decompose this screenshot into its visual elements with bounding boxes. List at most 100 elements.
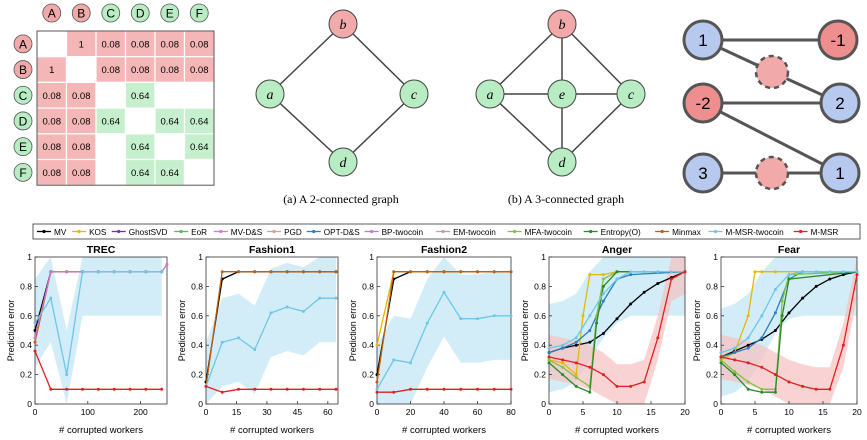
y-tick-label: 0.8: [534, 281, 546, 291]
data-point: [773, 311, 777, 315]
legend-label: EoR: [191, 228, 207, 237]
matrix-border: [36, 30, 215, 186]
y-tick-label: 0.4: [534, 340, 546, 350]
data-point: [476, 270, 479, 274]
data-point: [442, 387, 446, 391]
data-point: [547, 361, 551, 365]
legend-label: BP-twocoin: [382, 228, 424, 237]
row-header-label: C: [19, 89, 28, 103]
data-point: [160, 387, 164, 391]
x-tick-label: 15: [646, 407, 656, 417]
data-point: [801, 384, 805, 388]
data-point: [425, 270, 429, 274]
data-point: [746, 343, 750, 347]
y-axis-label: Prediction error: [348, 300, 358, 362]
x-tick-label: 100: [81, 407, 95, 417]
data-point: [746, 314, 750, 318]
data-point: [96, 270, 100, 274]
confidence-band: [206, 257, 336, 404]
y-tick-label: 0.4: [706, 340, 718, 350]
data-point: [629, 270, 633, 274]
matrix-cell: [95, 133, 127, 161]
data-point: [855, 273, 859, 277]
data-point: [409, 361, 412, 365]
data-point: [253, 387, 257, 391]
x-axis-label: # corrupted workers: [575, 425, 659, 436]
legend-label: M-MSR: [811, 228, 839, 237]
data-point: [719, 358, 723, 362]
data-point: [760, 314, 764, 318]
data-point: [629, 384, 633, 388]
legend-marker: [660, 229, 664, 234]
data-point: [318, 270, 322, 274]
legend-label: MV: [54, 228, 67, 237]
y-tick-label: 0.4: [362, 340, 374, 350]
matrix-cell-value: 1: [79, 39, 84, 50]
matrix-cell: [183, 133, 215, 161]
data-point: [601, 373, 605, 377]
data-point: [841, 270, 845, 274]
data-point: [236, 336, 240, 340]
y-tick-label: 0.2: [20, 370, 32, 380]
confidence-band: [549, 257, 685, 404]
data-point: [128, 387, 132, 391]
node-pos-1b: [819, 152, 861, 194]
y-tick-label: 1: [369, 252, 374, 262]
matrix-cell-value: 0.08: [190, 65, 209, 76]
matrix-cell-value: 0.08: [190, 39, 209, 50]
data-point: [669, 277, 673, 281]
y-tick-label: 0: [369, 399, 374, 409]
data-point: [409, 270, 412, 274]
node-label: d: [340, 156, 348, 171]
data-point: [773, 390, 777, 394]
y-tick-label: 0.6: [362, 311, 374, 321]
legend-label: EM-twocoin: [453, 228, 496, 237]
matrix-cell: [183, 81, 215, 109]
data-point: [753, 270, 757, 274]
data-point: [719, 355, 723, 359]
data-point: [642, 290, 646, 294]
matrix-cell-value: 0.64: [190, 116, 209, 127]
data-point: [561, 361, 565, 365]
node-label: a: [487, 88, 494, 103]
legend-label: KOS: [89, 228, 107, 237]
confidence-band: [721, 257, 857, 404]
data-point: [49, 387, 53, 391]
y-tick-label: 0: [713, 399, 718, 409]
matrix-cell-value: 0.08: [161, 65, 180, 76]
matrix-cell-value: 0.08: [43, 91, 62, 102]
data-point: [220, 340, 224, 344]
node-label: 3: [698, 164, 707, 183]
data-point: [588, 340, 592, 344]
x-tick-label: 0: [547, 407, 552, 417]
data-point: [33, 329, 37, 332]
data-point: [144, 270, 148, 274]
data-point: [318, 296, 322, 300]
data-point: [253, 270, 257, 274]
legend-marker: [312, 229, 316, 234]
data-point: [814, 270, 818, 274]
col-header-label: D: [136, 7, 145, 21]
row-header-circle: [13, 85, 33, 105]
data-point: [442, 270, 446, 274]
row-header-label: A: [19, 37, 27, 51]
data-point: [642, 270, 646, 274]
y-axis-label: Prediction error: [692, 300, 702, 362]
data-point: [574, 336, 578, 340]
node-label: 1: [698, 31, 707, 50]
col-header-label: A: [48, 7, 56, 21]
data-point: [595, 321, 599, 325]
data-point: [65, 387, 69, 391]
x-tick-label: 200: [134, 407, 148, 417]
matrix-cell: [154, 81, 186, 109]
x-axis-label: # corrupted workers: [230, 425, 314, 436]
legend-label: OPT-D&S: [324, 228, 360, 237]
data-point: [561, 365, 565, 369]
data-point: [787, 311, 791, 315]
data-point: [220, 390, 224, 394]
matrix-cell-value: 0.08: [72, 168, 91, 179]
data-point: [601, 331, 605, 335]
data-point: [33, 336, 37, 340]
data-point: [656, 270, 660, 274]
